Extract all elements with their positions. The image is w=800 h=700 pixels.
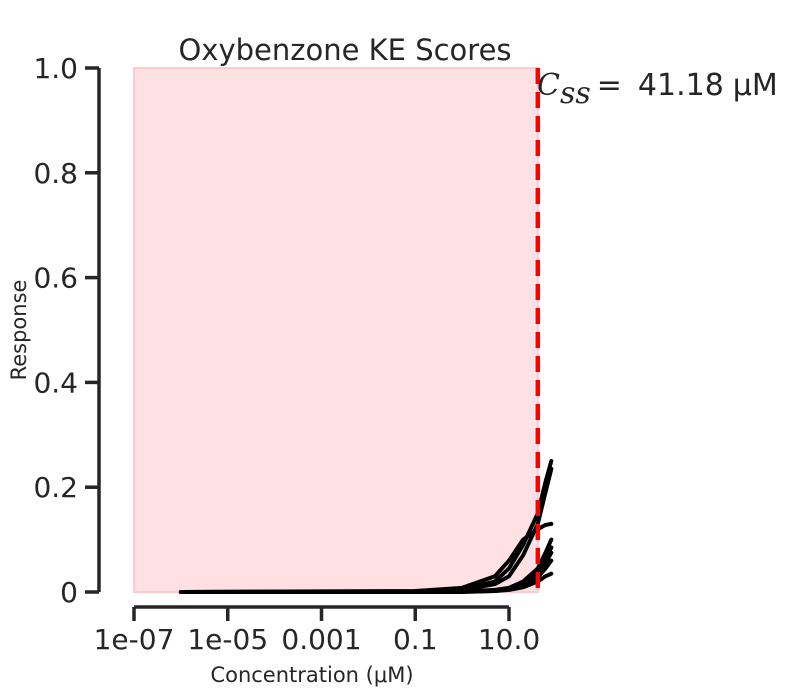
x-axis-label: Concentration (μM) (210, 663, 413, 687)
y-tick-label: 0.6 (33, 262, 78, 295)
css-annotation: Css = 41.18 μM (537, 68, 778, 111)
css-value: 41.18 (638, 68, 724, 103)
series-lines (178, 459, 554, 594)
css-symbol: C (537, 68, 560, 103)
series-line-8 (178, 571, 554, 594)
css-unit: μM (733, 68, 778, 103)
y-tick-label: 0 (60, 576, 78, 609)
y-tick-label: 0.8 (33, 157, 78, 190)
y-tick-label: 1.0 (33, 52, 78, 85)
y-tick-label: 0.2 (33, 471, 78, 504)
x-ticks: 1e-07 1e-05 0.001 0.1 10.0 (94, 607, 540, 656)
css-equals: = (597, 68, 622, 103)
shaded-region (133, 67, 539, 593)
x-tick-label: 1e-07 (94, 623, 175, 656)
css-subscript: ss (560, 76, 591, 111)
x-tick-label: 0.1 (393, 623, 438, 656)
x-tick-label: 0.001 (281, 623, 361, 656)
x-tick-label: 10.0 (478, 623, 540, 656)
y-ticks: 0 0.2 0.4 0.6 0.8 1.0 (33, 52, 99, 609)
y-tick-label: 0.4 (33, 366, 78, 399)
chart-title: Oxybenzone KE Scores (178, 33, 511, 67)
x-tick-label: 1e-05 (187, 623, 268, 656)
y-axis-label: Response (7, 280, 31, 381)
